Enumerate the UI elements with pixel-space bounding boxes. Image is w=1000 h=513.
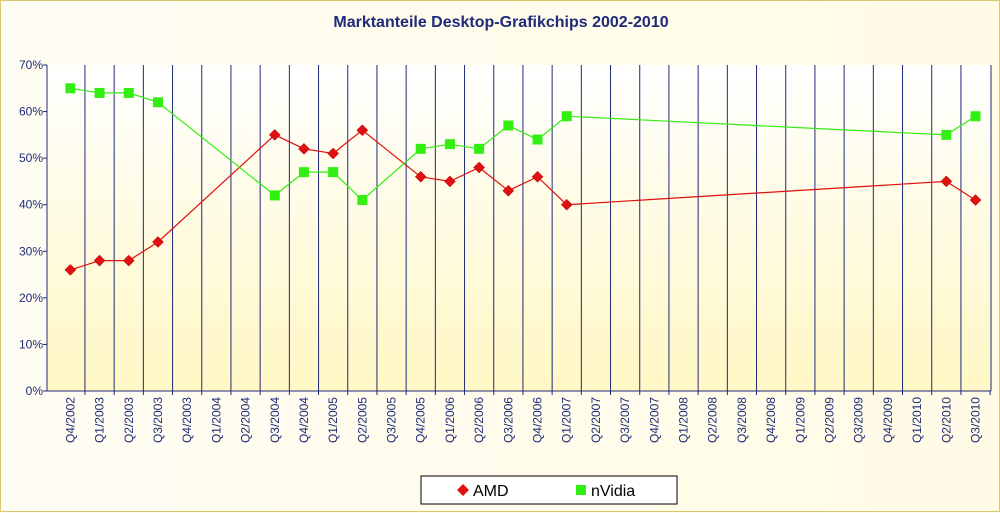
data-point <box>152 236 164 248</box>
data-point <box>357 195 368 206</box>
x-tick-label: Q4/2002 <box>63 397 77 443</box>
data-point <box>327 147 340 160</box>
plot-area <box>47 65 991 391</box>
data-point <box>65 83 76 94</box>
data-point <box>473 161 485 174</box>
y-tick-label: 50% <box>19 151 43 165</box>
legend-marker-amd <box>457 484 469 496</box>
data-point <box>356 124 369 137</box>
x-tick-label: Q3/2005 <box>385 397 399 443</box>
x-tick-label: Q1/2007 <box>560 397 574 443</box>
y-tick-label: 40% <box>19 198 43 212</box>
y-tick-label: 20% <box>19 291 43 305</box>
data-point <box>502 184 515 197</box>
series-line-nvidia <box>70 87 976 201</box>
data-point <box>414 170 427 183</box>
x-tick-label: Q1/2003 <box>93 397 107 443</box>
data-point <box>561 111 572 122</box>
chart-title: Marktanteile Desktop-Grafikchips 2002-20… <box>333 14 668 31</box>
x-axis-ticks: Q4/2002 Q1/2003 Q2/2003 Q3/2003 Q4/2003 Q1/20… <box>63 391 991 443</box>
x-tick-label: Q3/2010 <box>969 397 983 443</box>
data-point <box>268 129 281 141</box>
x-tick-label: Q4/2005 <box>414 397 428 443</box>
data-point <box>444 139 455 150</box>
legend-marker-nvidia <box>576 485 586 495</box>
x-tick-label: Q1/2009 <box>793 397 807 443</box>
grid-lines <box>84 65 962 391</box>
data-point <box>970 111 981 122</box>
data-point <box>560 198 573 211</box>
x-tick-label: Q1/2008 <box>677 397 691 443</box>
data-point <box>152 97 163 108</box>
x-tick-label: Q2/2010 <box>939 397 953 443</box>
x-tick-label: Q1/2010 <box>910 397 924 443</box>
data-point <box>328 167 339 178</box>
x-tick-label: Q4/2009 <box>881 397 895 443</box>
data-point <box>415 143 426 154</box>
data-point <box>969 194 982 206</box>
x-tick-label: Q4/2008 <box>764 397 778 443</box>
data-point <box>269 190 280 201</box>
series-nvidia <box>65 83 981 206</box>
axes <box>46 65 992 392</box>
data-point <box>94 87 105 98</box>
x-tick-label: Q3/2006 <box>501 397 515 443</box>
data-point <box>531 170 544 183</box>
data-point <box>503 120 514 131</box>
data-point <box>474 143 485 154</box>
y-tick-label: 70% <box>19 58 43 72</box>
x-tick-label: Q4/2006 <box>531 397 545 443</box>
y-axis-ticks: 0% 10% 20% 30% 40% 50% 60% 70% <box>19 58 47 398</box>
data-point <box>940 175 953 188</box>
x-tick-label: Q1/2006 <box>443 397 457 443</box>
y-tick-label: 10% <box>19 337 43 351</box>
x-tick-label: Q2/2004 <box>239 397 253 443</box>
x-tick-label: Q2/2006 <box>472 397 486 443</box>
x-tick-label: Q1/2005 <box>326 397 340 443</box>
data-point <box>64 264 77 276</box>
data-point <box>298 142 310 155</box>
series-amd <box>64 124 982 276</box>
y-tick-label: 0% <box>26 384 44 398</box>
y-tick-label: 30% <box>19 244 43 258</box>
x-tick-label: Q3/2008 <box>735 397 749 443</box>
series-line-amd <box>70 129 976 271</box>
x-tick-label: Q4/2004 <box>297 397 311 443</box>
x-tick-label: Q3/2009 <box>852 397 866 443</box>
data-point <box>93 254 106 267</box>
x-tick-label: Q2/2007 <box>589 397 603 443</box>
legend-label-nvidia: nVidia <box>591 483 635 500</box>
x-tick-label: Q3/2003 <box>151 397 165 443</box>
y-tick-label: 60% <box>19 105 43 119</box>
x-tick-label: Q2/2008 <box>706 397 720 443</box>
x-tick-label: Q3/2004 <box>268 397 282 443</box>
x-tick-label: Q1/2004 <box>209 397 223 443</box>
x-tick-label: Q2/2003 <box>122 397 136 443</box>
data-point <box>123 87 134 98</box>
data-point <box>298 167 309 178</box>
data-point <box>941 129 952 140</box>
x-tick-label: Q4/2003 <box>180 397 194 443</box>
data-point <box>532 134 543 145</box>
legend-label-amd: AMD <box>473 483 509 500</box>
series-layer <box>64 83 982 276</box>
x-tick-label: Q2/2009 <box>823 397 837 443</box>
x-tick-label: Q3/2007 <box>618 397 632 443</box>
legend: AMD nVidia <box>420 475 678 505</box>
x-tick-label: Q2/2005 <box>355 397 369 443</box>
data-point <box>444 175 456 188</box>
data-point <box>122 254 135 267</box>
x-tick-label: Q4/2007 <box>647 397 661 443</box>
